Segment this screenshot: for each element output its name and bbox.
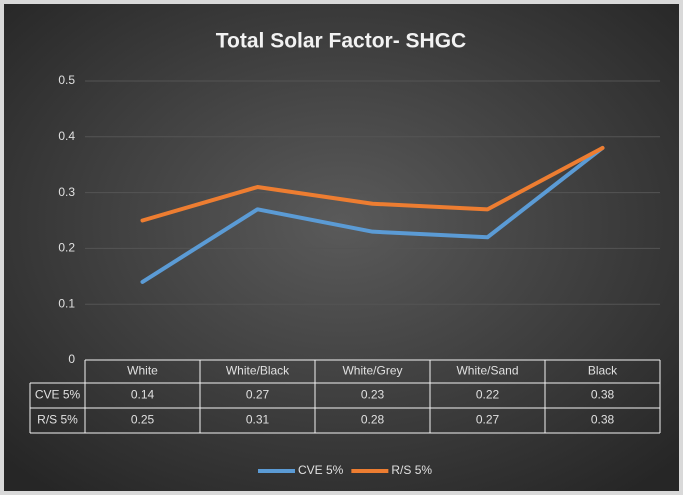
x-tick-label: White xyxy=(127,364,158,378)
table-row-label: R/S 5% xyxy=(37,413,78,427)
x-tick-label: White/Black xyxy=(226,364,290,378)
y-tick-label: 0.5 xyxy=(58,73,75,87)
chart-title: Total Solar Factor- SHGC xyxy=(216,30,466,53)
x-tick-label: White/Sand xyxy=(456,364,518,378)
y-tick-label: 0.1 xyxy=(58,296,75,310)
y-tick-label: 0.3 xyxy=(58,185,75,199)
table-cell: 0.27 xyxy=(246,388,270,402)
table-cell: 0.22 xyxy=(476,388,500,402)
y-tick-label: 0.4 xyxy=(58,129,75,143)
table-cell: 0.31 xyxy=(246,413,270,427)
table-cell: 0.14 xyxy=(131,388,155,402)
table-cell: 0.23 xyxy=(361,388,385,402)
x-tick-label: Black xyxy=(588,364,618,378)
table-cell: 0.28 xyxy=(361,413,385,427)
x-tick-label: White/Grey xyxy=(342,364,402,378)
table-cell: 0.25 xyxy=(131,413,155,427)
table-cell: 0.27 xyxy=(476,413,500,427)
table-row-label: CVE 5% xyxy=(35,388,81,402)
y-tick-label: 0 xyxy=(68,352,75,366)
series-line xyxy=(140,145,605,223)
legend-label: CVE 5% xyxy=(298,463,344,477)
series-line xyxy=(140,145,605,284)
legend-label: R/S 5% xyxy=(391,463,432,477)
y-tick-label: 0.2 xyxy=(58,241,75,255)
chart-background xyxy=(4,4,679,491)
table-cell: 0.38 xyxy=(591,388,615,402)
table-cell: 0.38 xyxy=(591,413,615,427)
